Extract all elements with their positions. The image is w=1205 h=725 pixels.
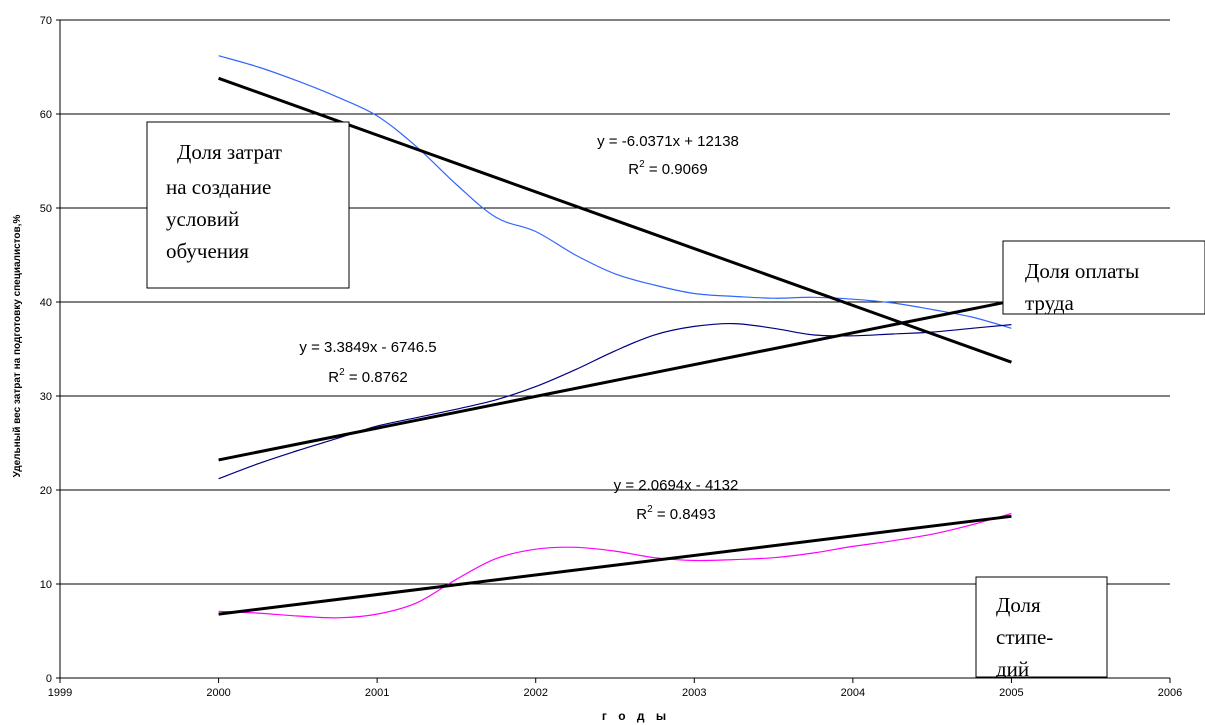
annotation-line: условий xyxy=(166,207,239,231)
series-line-3 xyxy=(218,512,1012,619)
y-tick-label: 50 xyxy=(40,203,52,215)
y-axis-title: Удельный вес затрат на подготовку специа… xyxy=(12,215,23,478)
annotation-line: Доля xyxy=(996,593,1041,617)
trendline-2 xyxy=(218,299,1012,462)
annotation-line: обучения xyxy=(166,239,249,263)
x-tick-label: 2005 xyxy=(999,687,1023,699)
annotation-line: Доля затрат xyxy=(177,140,282,164)
trendline-1 xyxy=(218,76,1012,364)
x-tick-label: 2000 xyxy=(206,687,230,699)
annotation-line: дий xyxy=(996,657,1029,681)
trend-equation-1: y = -6.0371x + 12138 R2 = 0.9069 xyxy=(597,133,739,178)
axes xyxy=(56,19,1171,683)
trend-equation-2-r2: R2 = 0.8762 xyxy=(328,367,407,386)
annotation-line: труда xyxy=(1025,291,1075,315)
y-tick-label: 10 xyxy=(40,579,52,591)
trend-equation-1-formula: y = -6.0371x + 12138 xyxy=(597,133,739,150)
trendlines xyxy=(218,76,1012,616)
x-tick-label: 2001 xyxy=(365,687,389,699)
y-tick-label: 20 xyxy=(40,485,52,497)
x-tick-label: 1999 xyxy=(48,687,72,699)
y-tick-label: 60 xyxy=(40,109,52,121)
x-tick-label: 2003 xyxy=(682,687,706,699)
trend-equation-2: y = 3.3849x - 6746.5 R2 = 0.8762 xyxy=(299,339,436,386)
annotation-line: стипе- xyxy=(996,625,1053,649)
y-tick-label: 0 xyxy=(46,673,52,685)
annotation-line: Доля оплаты xyxy=(1025,259,1139,283)
x-tick-label: 2006 xyxy=(1158,687,1182,699)
y-tick-labels: 0 10 20 30 40 50 60 70 xyxy=(40,15,52,685)
x-tick-labels: 1999 2000 2001 2002 2003 2004 2005 2006 xyxy=(48,687,1182,699)
trend-equation-1-r2: R2 = 0.9069 xyxy=(628,159,707,178)
x-tick-label: 2002 xyxy=(523,687,547,699)
annotation-box-stipends: Доля стипе- дий xyxy=(975,576,1108,681)
y-tick-label: 30 xyxy=(40,391,52,403)
x-tick-label: 2004 xyxy=(841,687,865,699)
trendline-3 xyxy=(218,514,1012,616)
annotation-box-labor-pay: Доля оплаты труда xyxy=(1002,240,1205,315)
trend-equation-3: y = 2.0694x - 4132 R2 = 0.8493 xyxy=(614,477,739,523)
trend-equation-2-formula: y = 3.3849x - 6746.5 xyxy=(299,339,436,356)
annotation-box-training-conditions: Доля затрат на создание условий обучения xyxy=(146,121,350,289)
y-tick-label: 70 xyxy=(40,15,52,27)
annotation-line: на создание xyxy=(166,175,271,199)
x-axis-title: г о д ы xyxy=(602,709,670,723)
trend-equation-3-r2: R2 = 0.8493 xyxy=(636,504,715,523)
y-tick-label: 40 xyxy=(40,297,52,309)
series-line-1 xyxy=(218,55,1012,329)
trend-equation-3-formula: y = 2.0694x - 4132 xyxy=(614,477,739,494)
